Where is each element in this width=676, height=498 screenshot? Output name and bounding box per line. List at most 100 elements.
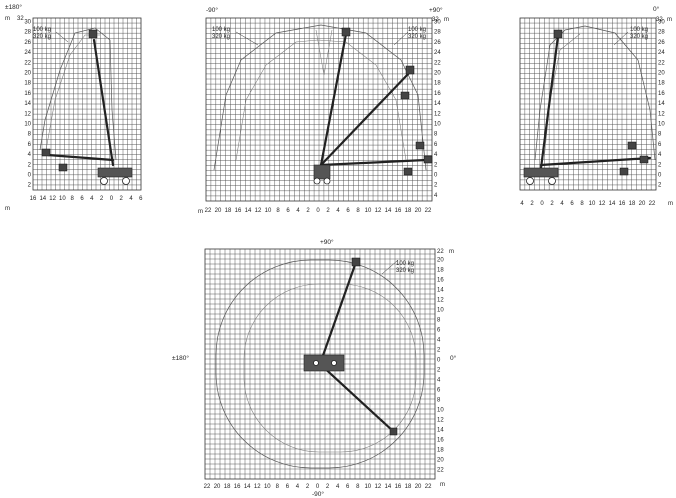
basket-icon [341,27,351,37]
x-tick-label: 4 [296,208,300,214]
x-tick-label: 10 [265,208,272,214]
angle-left-label: ±180° [172,354,189,362]
y-tick-label: 24 [658,50,665,56]
load-label-320: 320 kg [33,34,51,40]
wheel-icon [313,177,321,185]
y-tick-label: 16 [437,278,444,284]
y-tick-label: 14 [434,101,441,107]
basket-icon [553,29,563,39]
y-unit-label: m [444,17,449,23]
y-tick-label: 30 [434,20,441,26]
y-tick-label: 4 [658,152,662,158]
y-tick-label: 26 [434,40,441,46]
x-tick-label: 0 [316,208,320,214]
x-tick-label: 10 [365,208,372,214]
basket-icon [400,91,410,100]
y-tick-label: 28 [658,30,665,36]
x-tick-label: 20 [214,484,221,490]
basket-icon [41,148,51,157]
load-label-320: 320 kg [212,34,230,40]
load-label-100: 100 kg [396,261,414,267]
y-tick-label: 12 [434,111,441,117]
x-tick-label: 14 [609,201,616,207]
boom-arm [539,34,560,170]
y-unit-label: m [449,249,454,255]
x-tick-label: 0 [316,484,320,490]
x-tick-label: 14 [385,484,392,490]
y-tick-label: 14 [24,101,31,107]
basket-icon [405,65,415,75]
load-leader [613,31,629,46]
grid [205,249,435,479]
angle-top-label: ±180° [5,3,22,11]
x-unit-label: m [5,206,10,212]
y-tick-label: 6 [434,142,438,148]
x-tick-label: 18 [224,484,231,490]
y-tick-label: 14 [437,428,444,434]
y-tick-label: 26 [658,40,665,46]
x-tick-label: 12 [599,201,606,207]
y-tick-label: 2 [28,162,32,168]
y-tick-label: 6 [28,142,32,148]
y-tick-label: 2 [658,183,662,189]
y-tick-label: 0 [28,173,32,179]
basket-icon [88,29,98,39]
load-label-100: 100 kg [33,27,51,33]
y-tick-label: 0 [437,358,441,364]
angle-top-label: 0° [653,5,660,13]
angle-top-label: +90° [320,238,334,246]
x-tick-label: 6 [346,208,350,214]
y-tick-label: 24 [434,50,441,56]
y-tick-label: 12 [658,111,665,117]
x-tick-label: 2 [550,201,554,207]
x-tick-label: 12 [375,208,382,214]
x-tick-label: 4 [90,196,94,202]
y-tick-label: 14 [437,288,444,294]
y-tick-label: 10 [434,122,441,128]
truck-icon [523,167,559,178]
y-tick-label: 20 [434,71,441,77]
y-tick-label: 14 [658,101,665,107]
x-tick-label: 8 [276,484,280,490]
wheel-icon [313,360,319,366]
wheel-icon [323,177,331,185]
x-tick-label: 4 [560,201,564,207]
y-tick-label: 20 [437,458,444,464]
load-label-100: 100 kg [408,27,426,33]
wheel-icon [548,177,556,185]
y-tick-label: 4 [434,193,438,199]
x-tick-label: 18 [225,208,232,214]
y-tick-label: 2 [434,183,438,189]
envelope-center-cut [315,29,333,76]
y-tick-label: 22 [658,60,665,66]
x-tick-label: 2 [326,484,330,490]
y-tick-label: 12 [24,111,31,117]
boom-arm [319,158,428,167]
y-tick-label: 30 [658,20,665,26]
working-envelope-outer [39,27,117,161]
chart-frame [519,17,657,191]
truck-icon [303,354,345,372]
y-tick-label: 4 [437,338,441,344]
load-leader [393,31,409,46]
load-label-320: 320 kg [630,34,648,40]
x-tick-label: 14 [39,196,46,202]
x-tick-labels: 22 20 18 16 14 12 10 8 6 4 2 0 2 4 6 8 10 12 14 16 18 20 22 [204,484,432,490]
y-tick-label: 18 [437,268,444,274]
x-tick-label: 16 [619,201,626,207]
y-tick-label: 16 [658,91,665,97]
y-tick-label: 12 [437,418,444,424]
working-envelope-inner [45,34,100,151]
x-tick-label: 2 [530,201,534,207]
y-unit-label: m [5,16,10,22]
x-tick-label: 8 [356,484,360,490]
y-top-tick: 32 [17,16,24,22]
boom-arm [318,362,396,434]
x-tick-label: 14 [244,484,251,490]
x-unit-label: m [668,201,673,207]
x-tick-label: 4 [296,484,300,490]
y-tick-label: 16 [24,91,31,97]
y-tick-label: 18 [437,448,444,454]
x-tick-label: 16 [234,484,241,490]
